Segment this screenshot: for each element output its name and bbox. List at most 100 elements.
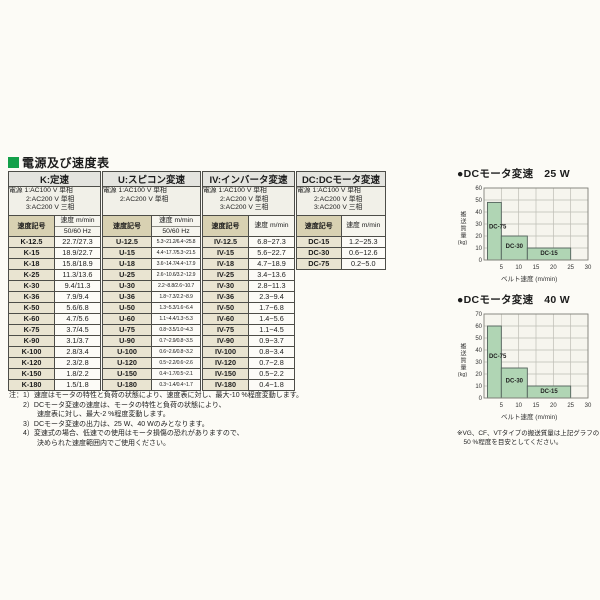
svg-text:0: 0: [479, 396, 483, 402]
table-row: U-120 0.5~2.2/0.6~2.6: [102, 357, 201, 369]
speed-code-cell: K-25: [8, 269, 55, 281]
speed-value-cell: 0.8~3.4: [248, 346, 295, 358]
col-header-code: 速度記号: [8, 215, 55, 237]
speed-code-cell: U-25: [102, 269, 152, 281]
svg-text:30: 30: [585, 265, 592, 271]
table-row: U-60 1.1~4.4/1.3~5.3: [102, 313, 201, 325]
speed-value-cell: 3.1/3.7: [54, 335, 101, 347]
table-row: K-60 4.7/5.6: [8, 313, 101, 325]
speed-value-cell: 2.6~10.6/3.2~12.9: [151, 269, 201, 281]
table-row: U-90 0.7~2.9/0.8~3.5: [102, 335, 201, 347]
chart-plot-40w: DC-75 DC-30 DC-15 0 10 20 30 40 50 60 70 5 10 15 20 25 3…: [475, 312, 592, 409]
svg-text:10: 10: [515, 265, 522, 271]
chart-dc-motor-25w: ●DCモータ変速 25 W 搬送質量 (kg) DC-75 DC-30 DC-15 0…: [457, 166, 600, 283]
power-options-DC: 電源 1:AC100 V 単相 2:AC200 V 単相 3:AC200 V 三相: [296, 186, 386, 216]
svg-text:DC-30: DC-30: [506, 379, 524, 385]
speed-code-cell: K-180: [8, 379, 55, 391]
speed-value-cell: 2.2~8.8/2.6~10.7: [151, 280, 201, 292]
svg-text:DC-75: DC-75: [489, 225, 507, 231]
table-row: IV-100 0.8~3.4: [202, 346, 295, 358]
table-row: IV-30 2.8~11.3: [202, 280, 295, 292]
speed-code-cell: U-150: [102, 368, 152, 380]
speed-value-cell: 5.3~21.2/6.4~25.8: [151, 236, 201, 248]
y-axis-unit-25w: 搬送質量 (kg): [457, 211, 468, 246]
table-row: IV-36 2.3~9.4: [202, 291, 295, 303]
speed-value-cell: 0.4~1.7/0.5~2.1: [151, 368, 201, 380]
col-header-speed: 速度 m/min: [248, 215, 295, 237]
speed-code-cell: IV-150: [202, 368, 249, 380]
speed-code-cell: K-15: [8, 247, 55, 259]
svg-text:30: 30: [475, 360, 482, 366]
speed-value-cell: 3.6~14.7/4.4~17.9: [151, 258, 201, 270]
col-header-code: 速度記号: [296, 215, 342, 237]
speed-value-cell: 0.3~1.4/0.4~1.7: [151, 379, 201, 391]
speed-code-cell: K-75: [8, 324, 55, 336]
speed-value-cell: 1.1~4.5: [248, 324, 295, 336]
table-row: K-100 2.8/3.4: [8, 346, 101, 358]
note-line: 2）DCモータ変速の速度は、モータの特性と負荷の状態により、: [9, 401, 226, 409]
speed-code-cell: IV-100: [202, 346, 249, 358]
table-row: U-150 0.4~1.7/0.5~2.1: [102, 368, 201, 380]
speed-code-cell: K-12.5: [8, 236, 55, 248]
table-row: IV-90 0.9~3.7: [202, 335, 295, 347]
table-row: IV-75 1.1~4.5: [202, 324, 295, 336]
speed-code-cell: U-18: [102, 258, 152, 270]
table-row: DC-75 0.2~5.0: [296, 258, 386, 270]
x-axis-label-25w: ベルト速度 (m/min): [501, 276, 558, 283]
table-row: U-18 3.6~14.7/4.4~17.9: [102, 258, 201, 270]
chart-plot-25w: DC-75 DC-30 DC-15 0 10 20 30 40 50 60 5 10 15 20 25 30: [475, 186, 592, 271]
svg-text:25: 25: [567, 403, 574, 409]
note-line: 3）DCモータ変速の出力は、25 W、40 Wのみとなります。: [9, 420, 209, 428]
note-line: 速度表に対し、最大-2 %程度変動します。: [9, 411, 170, 419]
group-title-K: K:定速: [8, 171, 101, 187]
section-title: 電源及び速度表: [8, 154, 110, 171]
chart-title-40w: ●DCモータ変速 40 W: [457, 294, 570, 306]
col-header-speed: 速度 m/min: [340, 215, 386, 237]
table-row: U-36 1.8~7.3/2.2~8.9: [102, 291, 201, 303]
speed-code-cell: IV-120: [202, 357, 249, 369]
speed-value-cell: 0.8~3.5/1.0~4.3: [151, 324, 201, 336]
speed-code-cell: U-36: [102, 291, 152, 303]
table-row: K-15 18.9/22.7: [8, 247, 101, 259]
svg-text:15: 15: [533, 265, 540, 271]
table-row: U-12.5 5.3~21.2/6.4~25.8: [102, 236, 201, 248]
speed-code-cell: IV-180: [202, 379, 249, 391]
power-options-K: 電源 1:AC100 V 単相 2:AC200 V 単相 3:AC200 V 三相: [8, 186, 101, 216]
speed-value-cell: 3.7/4.5: [54, 324, 101, 336]
speed-value-cell: 2.3~9.4: [248, 291, 295, 303]
speed-value-cell: 0.6~2.6/0.8~3.2: [151, 346, 201, 358]
speed-table-group-U: U:スピコン変速 電源 1:AC100 V 単相 2:AC200 V 単相 速度記号速…: [102, 171, 201, 391]
speed-code-cell: U-60: [102, 313, 152, 325]
table-row: U-75 0.8~3.5/1.0~4.3: [102, 324, 201, 336]
speed-code-cell: IV-75: [202, 324, 249, 336]
table-row: IV-150 0.5~2.2: [202, 368, 295, 380]
svg-text:20: 20: [550, 403, 557, 409]
svg-text:DC-30: DC-30: [506, 244, 524, 250]
table-row: K-180 1.5/1.8: [8, 379, 101, 391]
speed-code-cell: K-120: [8, 357, 55, 369]
speed-code-cell: K-50: [8, 302, 55, 314]
svg-text:DC-15: DC-15: [540, 251, 558, 257]
table-notes: 注：1）速度はモータの特性と負荷の状態により、速度表に対し、最大-10 %程度変…: [9, 391, 303, 449]
speed-value-cell: 0.7~2.9/0.8~3.5: [151, 335, 201, 347]
speed-code-cell: U-120: [102, 357, 152, 369]
speed-code-cell: U-50: [102, 302, 152, 314]
speed-value-cell: 6.8~27.3: [248, 236, 295, 248]
speed-value-cell: 1.3~5.3/1.6~6.4: [151, 302, 201, 314]
col-header-speed: 速度 m/min 50/60 Hz: [54, 215, 101, 237]
svg-text:30: 30: [585, 403, 592, 409]
section-title-text: 電源及び速度表: [22, 156, 110, 170]
table-row: K-30 9.4/11.3: [8, 280, 101, 292]
speed-code-cell: K-100: [8, 346, 55, 358]
chart-column: ●DCモータ変速 25 W 搬送質量 (kg) DC-75 DC-30 DC-15 0…: [457, 166, 600, 448]
speed-value-cell: 1.2~25.3: [340, 236, 386, 248]
table-row: K-75 3.7/4.5: [8, 324, 101, 336]
speed-value-cell: 1.4~5.6: [248, 313, 295, 325]
speed-value-cell: 9.4/11.3: [54, 280, 101, 292]
speed-code-cell: IV-30: [202, 280, 249, 292]
table-row: U-30 2.2~8.8/2.6~10.7: [102, 280, 201, 292]
y-axis-unit-40w: 搬送質量 (kg): [457, 343, 468, 378]
table-row: K-150 1.8/2.2: [8, 368, 101, 380]
svg-text:5: 5: [500, 265, 504, 271]
table-row: IV-18 4.7~18.9: [202, 258, 295, 270]
